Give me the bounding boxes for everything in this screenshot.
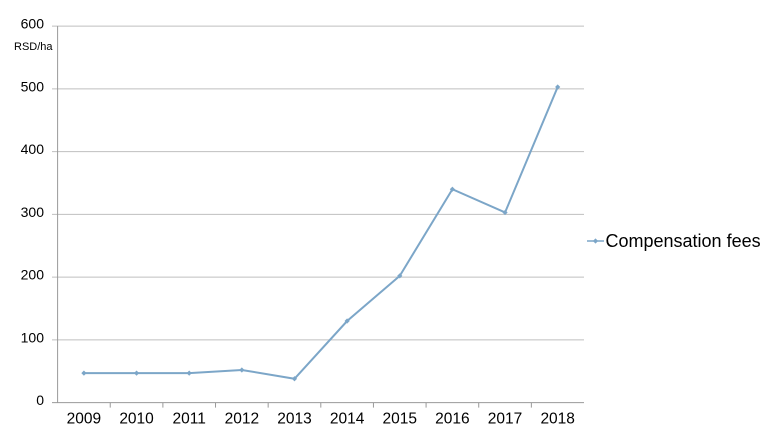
svg-text:500: 500 <box>21 78 45 94</box>
svg-text:2016: 2016 <box>435 411 469 428</box>
svg-text:2012: 2012 <box>225 411 259 428</box>
svg-text:2010: 2010 <box>119 411 154 428</box>
svg-text:2017: 2017 <box>488 411 522 428</box>
svg-text:2015: 2015 <box>383 411 417 428</box>
svg-text:200: 200 <box>21 267 45 283</box>
svg-text:RSD/ha: RSD/ha <box>14 41 53 53</box>
svg-text:300: 300 <box>21 204 45 220</box>
svg-text:2013: 2013 <box>277 411 311 428</box>
svg-text:400: 400 <box>21 141 45 157</box>
svg-text:2011: 2011 <box>173 411 206 428</box>
svg-text:2018: 2018 <box>540 411 574 428</box>
svg-text:2014: 2014 <box>330 411 365 428</box>
svg-text:2009: 2009 <box>67 411 101 428</box>
svg-text:600: 600 <box>21 16 45 32</box>
svg-text:0: 0 <box>36 392 44 408</box>
svg-text:100: 100 <box>21 329 45 345</box>
svg-text:Compensation fees: Compensation fees <box>606 231 761 251</box>
